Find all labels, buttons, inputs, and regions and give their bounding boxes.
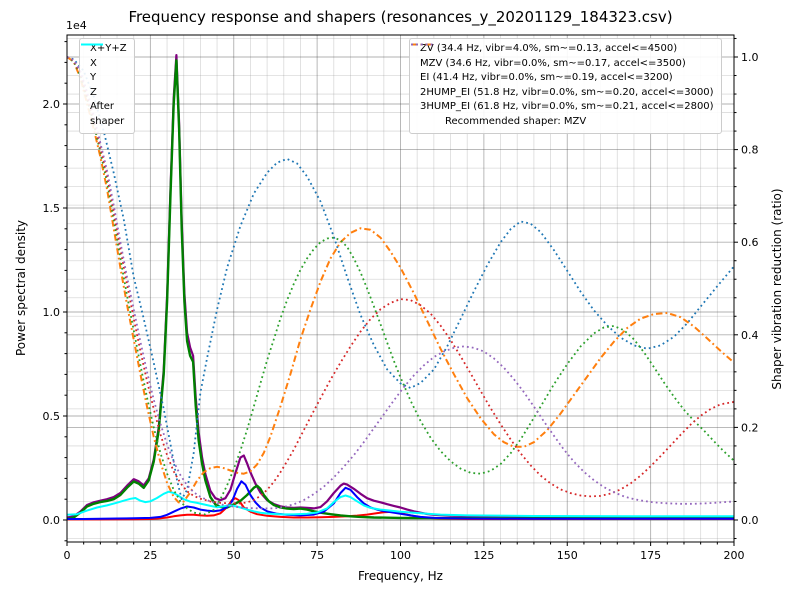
- x-axis-label: Frequency, Hz: [358, 569, 443, 583]
- legend-recommended-note: Recommended shaper: MZV: [445, 115, 587, 127]
- series-2hump_ei: [67, 56, 734, 505]
- x-tick-label: 0: [64, 549, 71, 562]
- legend-item: After shaper: [81, 43, 127, 129]
- y-tick-label: 2.0: [43, 98, 61, 111]
- x-tick-label: 100: [390, 549, 411, 562]
- y-axis-label: Power spectral density: [14, 219, 28, 357]
- legend-item-label: X: [90, 57, 97, 69]
- legend-shapers: ZV (34.4 Hz, vibr=4.0%, sm~=0.13, accel<…: [409, 38, 722, 134]
- y-tick-label: 1.0: [43, 306, 61, 319]
- legend-item-label: X+Y+Z: [90, 43, 127, 54]
- x-tick-label: 150: [557, 549, 578, 562]
- legend-handle-line: [81, 43, 103, 46]
- legend-item: EI (41.4 Hz, vibr=0.0%, sm~=0.19, accel<…: [411, 43, 714, 86]
- series-z: [67, 480, 734, 520]
- y2-axis-label: Shaper vibration reduction (ratio): [770, 188, 784, 390]
- legend-item-label: After shaper: [90, 101, 125, 127]
- legend-item: 3HUMP_EI (61.8 Hz, vibr=0.0%, sm~=0.21, …: [411, 43, 714, 115]
- series-after-shaper: [67, 490, 734, 518]
- y2-tick-label: 0.6: [741, 236, 759, 249]
- y2-tick-label: 1.0: [741, 51, 759, 64]
- legend-item: 2HUMP_EI (51.8 Hz, vibr=0.0%, sm~=0.20, …: [411, 43, 714, 101]
- series-ei: [67, 56, 734, 516]
- legend-item: X: [81, 43, 127, 72]
- legend-psd: X+Y+Z X Y Z After shaper: [79, 38, 135, 134]
- tick-labels: 0 25 50 75 100 125 150 175 200 0.0 0.5 1.0 1.5 2.0 0.0…: [43, 51, 759, 562]
- legend-item-label: MZV (34.6 Hz, vibr=0.0%, sm~=0.17, accel…: [420, 57, 686, 69]
- legend-handle-line: [411, 43, 433, 46]
- legend-item: ZV (34.4 Hz, vibr=4.0%, sm~=0.13, accel<…: [411, 42, 714, 57]
- legend-item: Y: [81, 43, 127, 86]
- series-3hump_ei: [67, 56, 734, 510]
- legend-item: Z: [81, 43, 127, 101]
- y2-tick-label: 0.0: [741, 514, 759, 527]
- y2-tick-label: 0.4: [741, 329, 759, 342]
- series-y: [67, 59, 734, 521]
- series-mzv: [67, 56, 734, 504]
- y-tick-label: 0.5: [43, 410, 61, 423]
- series-x-y-z: [67, 54, 734, 519]
- x-tick-label: 200: [724, 549, 745, 562]
- x-tick-label: 125: [473, 549, 494, 562]
- curves: [67, 54, 734, 521]
- legend-item: MZV (34.6 Hz, vibr=0.0%, sm~=0.17, accel…: [411, 43, 714, 72]
- x-tick-label: 75: [310, 549, 324, 562]
- x-tick-label: 50: [227, 549, 241, 562]
- ticks: [63, 37, 738, 546]
- chart-title: Frequency response and shapers (resonanc…: [128, 8, 673, 26]
- legend-item-label: ZV (34.4 Hz, vibr=4.0%, sm~=0.13, accel<…: [420, 43, 678, 54]
- legend-item-label: EI (41.4 Hz, vibr=0.0%, sm~=0.19, accel<…: [420, 72, 673, 84]
- y2-tick-label: 0.2: [741, 421, 759, 434]
- y-tick-label: 0.0: [43, 514, 61, 527]
- legend-item-label: Z: [90, 86, 97, 98]
- y2-tick-label: 0.8: [741, 144, 759, 157]
- x-tick-label: 175: [640, 549, 661, 562]
- legend-item-label: 2HUMP_EI (51.8 Hz, vibr=0.0%, sm~=0.20, …: [420, 86, 714, 98]
- legend-item-label: Y: [90, 72, 97, 84]
- y-tick-label: 1.5: [43, 202, 61, 215]
- y-axis-offset-text: 1e4: [66, 19, 87, 32]
- x-tick-label: 25: [143, 549, 157, 562]
- legend-item-label: 3HUMP_EI (61.8 Hz, vibr=0.0%, sm~=0.21, …: [420, 101, 714, 113]
